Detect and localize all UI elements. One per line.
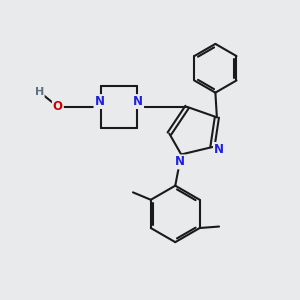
Text: N: N <box>94 95 104 108</box>
Text: H: H <box>34 87 44 97</box>
Text: O: O <box>53 100 63 113</box>
Text: N: N <box>175 155 185 168</box>
Text: N: N <box>133 95 143 108</box>
Text: N: N <box>214 143 224 156</box>
